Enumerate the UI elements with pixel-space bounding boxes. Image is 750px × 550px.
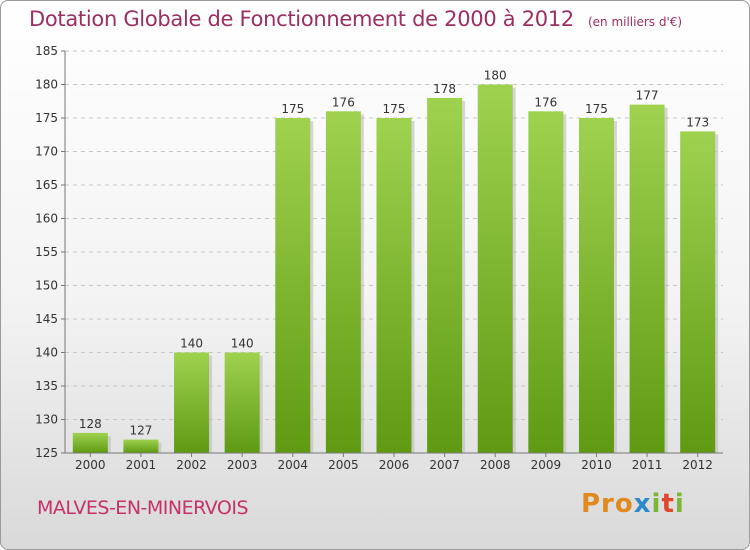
bar [123,439,159,453]
bar-value-label: 176 [332,95,355,109]
y-tick-label: 145 [35,312,58,326]
title-line: Dotation Globale de Fonctionnement de 20… [29,7,682,31]
bar [325,111,361,454]
logo-part: Pro [581,489,634,519]
bar-value-label: 180 [484,69,507,83]
bar [629,104,665,453]
y-tick-label: 130 [35,413,58,427]
y-tick-label: 155 [35,245,58,259]
axes: 125 130 135 140 145 150 155 160 165 170 175 180 185 2… [35,44,723,472]
bar-value-label: 140 [180,337,203,351]
bar [427,97,463,454]
x-tick-label: 2010 [581,458,612,472]
y-tick-label: 180 [35,78,58,92]
x-tick-label: 2003 [227,458,258,472]
value-labels: 128 127 140 140 175 176 175 178 180 176 175 177 173 [79,69,709,438]
bar [275,118,311,453]
bar-value-label: 175 [383,102,406,116]
x-tick-label: 2001 [126,458,157,472]
y-tick-label: 160 [35,212,58,226]
y-tick-label: 135 [35,379,58,393]
bar-value-label: 140 [231,337,254,351]
bar [680,131,716,453]
bar [376,118,412,453]
y-tick-label: 170 [35,145,58,159]
bar-value-label: 128 [79,417,102,431]
bar [477,84,513,453]
bar [72,432,108,453]
chart-title: Dotation Globale de Fonctionnement de 20… [29,7,574,31]
x-tick-label: 2008 [480,458,511,472]
x-tick-label: 2005 [328,458,359,472]
logo-part: i [651,489,662,519]
y-tick-label: 185 [35,44,58,58]
y-tick-label: 140 [35,346,58,360]
bar-value-label: 178 [433,82,456,96]
bar [224,352,260,453]
logo-part: x [633,489,652,519]
x-tick-label: 2012 [682,458,713,472]
bar-value-label: 127 [129,424,152,438]
bar-value-label: 175 [585,102,608,116]
x-tick-label: 2007 [429,458,460,472]
x-tick-label: 2002 [176,458,207,472]
x-tick-label: 2004 [277,458,308,472]
bar-value-label: 175 [281,102,304,116]
y-tick-label: 175 [35,111,58,125]
bar-value-label: 173 [686,115,709,129]
commune-name: MALVES-EN-MINERVOIS [37,497,249,519]
logo-part: t [661,489,675,519]
x-tick-label: 2011 [632,458,663,472]
x-tick-label: 2006 [379,458,410,472]
x-tick-label: 2000 [75,458,106,472]
y-tick-label: 150 [35,279,58,293]
x-tick-label: 2009 [531,458,562,472]
chart-unit: (en milliers d'€) [587,15,683,29]
y-tick-label: 125 [35,446,58,460]
bar [174,352,210,453]
bar [578,118,614,453]
y-tick-label: 165 [35,178,58,192]
bar-value-label: 176 [534,95,557,109]
bar-value-label: 177 [636,89,659,103]
bar [528,111,564,454]
bars [72,84,719,454]
proxiti-logo[interactable]: Proxiti [581,489,685,519]
logo-part: i [674,489,685,519]
